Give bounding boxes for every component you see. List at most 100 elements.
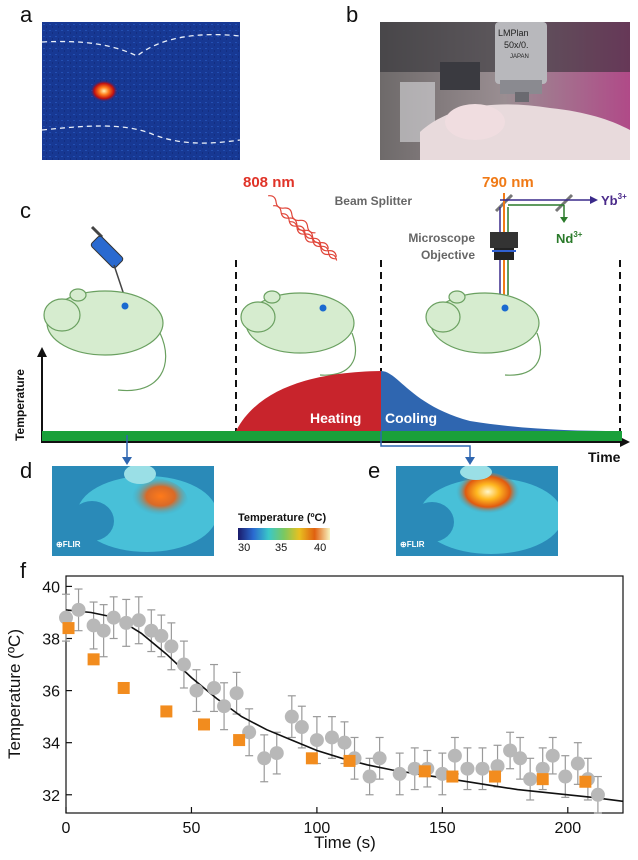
grey-data-point: [407, 761, 422, 776]
grey-data-point: [207, 680, 222, 695]
grey-data-point: [257, 751, 272, 766]
cooling-label: Cooling: [385, 410, 437, 426]
cooling-area: [381, 371, 620, 431]
grey-data-point: [71, 602, 86, 617]
orange-data-point: [160, 705, 173, 718]
grey-data-point: [96, 623, 111, 638]
grey-data-point: [513, 751, 528, 766]
grey-data-point: [269, 746, 284, 761]
grey-data-point: [490, 759, 505, 774]
grey-data-point: [545, 748, 560, 763]
grey-data-point: [131, 613, 146, 628]
orange-data-point: [233, 734, 246, 747]
flir-logo-d: ⊕FLIR: [56, 540, 81, 549]
colorbar: [238, 528, 330, 540]
grey-data-point: [119, 615, 134, 630]
grey-data-point: [154, 628, 169, 643]
panel-f-letter: f: [20, 558, 27, 583]
mouse-2-icon: [240, 290, 357, 376]
beam-splitter-label: Beam Splitter: [335, 194, 413, 208]
dichroic-mirror: [554, 193, 574, 213]
laser-808-waves: [268, 195, 338, 261]
laser-790-label: 790 nm: [482, 174, 534, 191]
orange-data-point: [117, 681, 130, 694]
y-tick-label: 34: [42, 736, 60, 753]
grey-data-point: [372, 751, 387, 766]
thermal-image-d: ⊕FLIR: [52, 466, 214, 556]
schematic-panel: 808 nm 790 nm Beam Splitter Yb3+ Nd3+ Mi…: [0, 165, 638, 465]
panel-c-letter: c: [20, 198, 31, 223]
mouse-1-icon: [43, 288, 167, 392]
thermal-image-e: ⊕FLIR: [396, 466, 558, 556]
objective-icon: [490, 232, 518, 260]
colorbar-title: Temperature (ºC): [238, 512, 327, 524]
orange-data-point: [579, 775, 592, 788]
flir-logo-e: ⊕FLIR: [400, 540, 425, 549]
grey-data-point: [294, 720, 309, 735]
y-tick-label: 36: [42, 684, 60, 701]
orange-data-point: [197, 718, 210, 731]
grey-data-point: [523, 772, 538, 787]
baseline-bar: [42, 431, 622, 441]
time-arrowhead: [620, 437, 630, 447]
orange-data-point: [87, 653, 100, 666]
plot-frame: [65, 575, 624, 814]
grey-data-point: [164, 639, 179, 654]
microscope-label-2: Objective: [421, 248, 475, 262]
arrow-to-e-head: [465, 457, 475, 465]
colorbar-tick-35: 35: [275, 542, 288, 554]
grey-data-point: [284, 709, 299, 724]
grey-data-point: [590, 787, 605, 802]
y-axis-label: Temperature (ºC): [5, 629, 24, 759]
x-tick-label: 100: [304, 820, 331, 837]
objective-label-1: LMPlan: [498, 28, 529, 38]
orange-data-point: [305, 752, 318, 765]
yb-arrowhead: [590, 196, 598, 204]
colorbar-tick-30: 30: [238, 542, 251, 554]
orange-data-point: [489, 770, 502, 783]
objective-label-2: 50x/0.: [504, 40, 529, 50]
orange-data-point: [536, 773, 549, 786]
grey-data-point: [558, 769, 573, 784]
fit-curve: [65, 609, 624, 803]
flir-text-d: FLIR: [62, 540, 81, 549]
grey-data-point: [392, 766, 407, 781]
grey-data-point: [362, 769, 377, 784]
yb-label: Yb3+: [601, 192, 627, 208]
fluorescence-image: [41, 22, 241, 160]
panel-a-letter: a: [20, 2, 33, 27]
microscope-photo: LMPlan 50x/0. JAPAN: [380, 22, 630, 160]
panel-e-letter: e: [368, 458, 381, 483]
flir-text-e: FLIR: [406, 540, 425, 549]
heating-area: [236, 371, 381, 431]
grey-data-point: [435, 766, 450, 781]
grey-data-point: [189, 683, 204, 698]
grey-data-point: [475, 761, 490, 776]
y-tick-label: 40: [42, 579, 60, 596]
x-axis-label: Time (s): [314, 833, 376, 852]
x-tick-label: 200: [554, 820, 581, 837]
temperature-arrowhead: [37, 347, 47, 357]
grey-data-point: [217, 699, 232, 714]
nd-arrowhead: [560, 217, 568, 223]
colorbar-tick-40: 40: [314, 542, 327, 554]
objective-label-3: JAPAN: [510, 54, 529, 60]
grey-data-point: [460, 761, 475, 776]
x-tick-label: 50: [183, 820, 201, 837]
microscope-label-1: Microscope: [408, 231, 475, 245]
grey-data-point: [242, 725, 257, 740]
x-tick-label: 0: [62, 820, 71, 837]
y-tick-label: 32: [42, 788, 60, 805]
orange-data-point: [418, 765, 431, 778]
grey-data-point: [503, 743, 518, 758]
grey-data-point: [337, 735, 352, 750]
panel-d-letter: d: [20, 458, 33, 483]
laser-808-label: 808 nm: [243, 174, 295, 191]
cooling-chart: 0 50 100 150 200 32 34 36 38 40 Time (s) Tempera…: [0, 568, 638, 855]
orange-data-point: [446, 770, 459, 783]
mouse-3-icon: [425, 290, 542, 376]
orange-data-point: [62, 622, 75, 635]
grey-data-point: [309, 733, 324, 748]
orange-data-point: [343, 754, 356, 767]
grey-data-point: [229, 686, 244, 701]
